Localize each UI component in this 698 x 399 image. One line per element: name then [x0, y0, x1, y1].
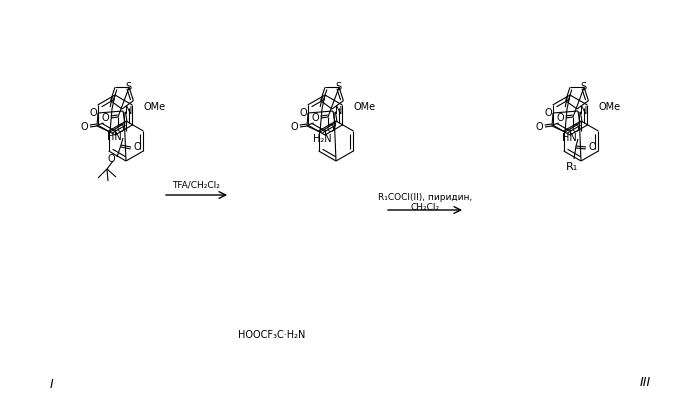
Text: O: O: [101, 113, 109, 123]
Text: N: N: [126, 106, 133, 116]
Text: O: O: [571, 124, 579, 134]
Text: R₁COCl(II), пиридин,: R₁COCl(II), пиридин,: [378, 192, 472, 201]
Text: H₂N: H₂N: [313, 134, 332, 144]
Text: N: N: [580, 106, 588, 116]
Text: HN: HN: [107, 132, 121, 142]
Text: O: O: [290, 122, 298, 132]
Text: O: O: [326, 124, 334, 134]
Text: HN: HN: [562, 133, 577, 143]
Text: O: O: [556, 113, 564, 123]
Text: CH₂Cl₂: CH₂Cl₂: [410, 203, 440, 211]
Text: HOOCF₃C·H₂N: HOOCF₃C·H₂N: [238, 330, 306, 340]
Text: O: O: [80, 122, 88, 132]
Text: O: O: [133, 142, 141, 152]
Text: OMe: OMe: [354, 102, 376, 112]
Text: III: III: [639, 377, 651, 389]
Text: O: O: [535, 122, 543, 132]
Text: S: S: [336, 82, 341, 92]
Text: O: O: [116, 124, 124, 134]
Text: O: O: [107, 154, 114, 164]
Text: O: O: [299, 108, 307, 118]
Text: O: O: [89, 108, 97, 118]
Text: O: O: [311, 113, 319, 123]
Text: I: I: [50, 379, 54, 391]
Text: OMe: OMe: [144, 102, 166, 112]
Text: O: O: [588, 142, 596, 152]
Text: OMe: OMe: [599, 102, 621, 112]
Text: S: S: [581, 82, 586, 92]
Text: S: S: [126, 82, 132, 92]
Text: O: O: [544, 108, 552, 118]
Text: R₁: R₁: [566, 162, 578, 172]
Text: TFA/CH₂Cl₂: TFA/CH₂Cl₂: [172, 180, 220, 190]
Text: N: N: [335, 106, 343, 116]
